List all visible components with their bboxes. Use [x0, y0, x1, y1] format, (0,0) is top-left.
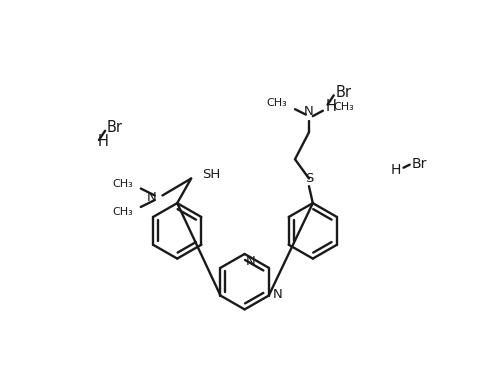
Text: H: H [326, 99, 337, 114]
Text: N: N [304, 105, 314, 118]
Text: H: H [98, 134, 108, 149]
Text: Br: Br [411, 157, 426, 171]
Text: CH₃: CH₃ [334, 102, 354, 112]
Text: CH₃: CH₃ [266, 98, 287, 108]
Text: N: N [246, 255, 255, 268]
Text: N: N [272, 288, 282, 301]
Text: S: S [305, 172, 313, 185]
Text: CH₃: CH₃ [112, 207, 133, 217]
Text: Br: Br [106, 120, 122, 135]
Text: SH: SH [202, 168, 220, 181]
Text: Br: Br [336, 85, 351, 100]
Text: CH₃: CH₃ [112, 179, 133, 189]
Text: H: H [391, 163, 401, 177]
Text: N: N [146, 191, 156, 204]
